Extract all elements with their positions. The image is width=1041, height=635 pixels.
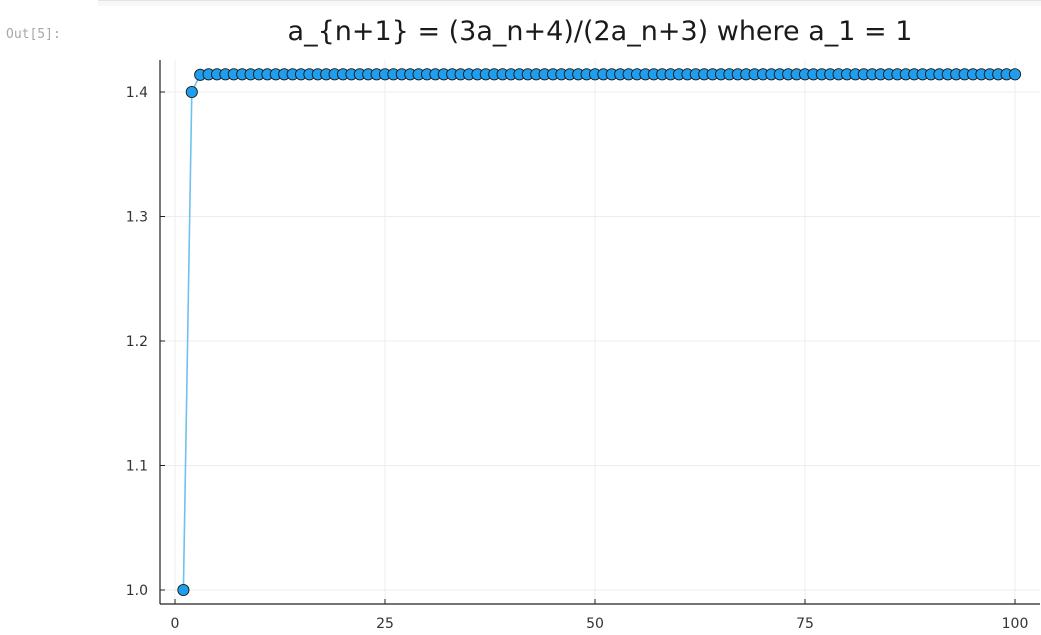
- output-prompt: Out[5]:: [6, 27, 61, 42]
- series-line: [182, 73, 1015, 591]
- x-tick-label: 75: [796, 616, 814, 632]
- x-tick-label: 50: [586, 616, 604, 632]
- y-tick-label: 1.3: [126, 210, 148, 226]
- data-point: [177, 583, 190, 597]
- x-tick-label: 0: [171, 616, 180, 632]
- data-point: [1008, 68, 1022, 81]
- x-tick-label: 25: [376, 616, 394, 632]
- chart-title: a_{n+1} = (3a_n+4)/(2a_n+3) where a_1 = …: [288, 16, 913, 47]
- y-tick-label: 1.4: [126, 85, 148, 101]
- y-tick-label: 1.0: [126, 583, 148, 599]
- y-tick-label: 1.1: [126, 459, 148, 475]
- plot-area: [177, 68, 1022, 597]
- axes: [159, 60, 1040, 605]
- previous-cell-border: [98, 0, 1041, 6]
- grid: [160, 60, 1040, 604]
- y-tick-label: 1.2: [126, 334, 148, 350]
- x-tick-label: 100: [1002, 616, 1029, 632]
- data-point: [185, 85, 198, 99]
- tick-labels: 0 25 50 75 100 1.0 1.1 1.2 1.3 1.4: [126, 85, 1029, 632]
